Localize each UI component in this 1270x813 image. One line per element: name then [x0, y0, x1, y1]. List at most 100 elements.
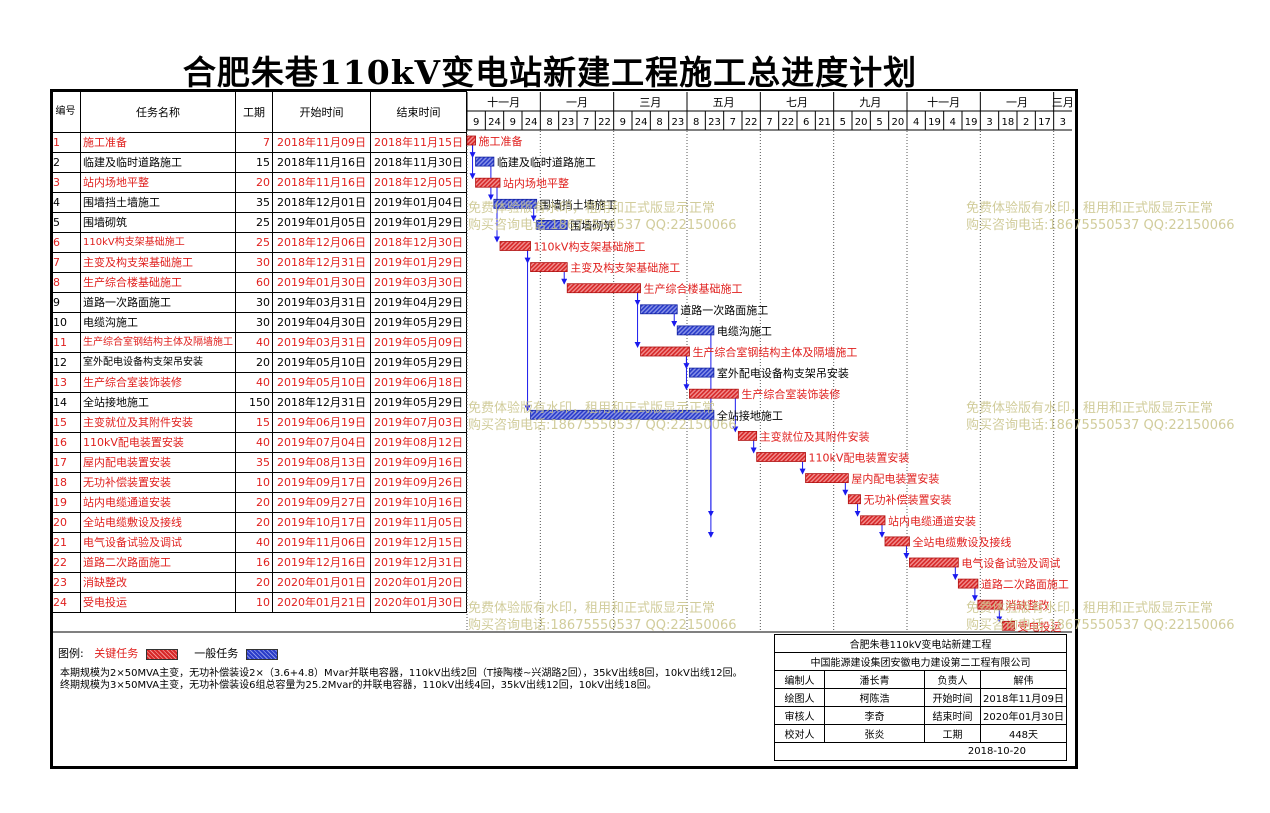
table-row: 14 全站接地施工 150 2018年12月31日 2019年05月29日: [50, 392, 467, 413]
week-tick-label: 8: [693, 117, 699, 128]
task-table: 编号 任务名称 工期 开始时间 结束时间 1 施工准备 7 2018年11月09日 20…: [50, 91, 467, 613]
normal-task-bar: [676, 325, 715, 336]
week-tick-label: 7: [730, 117, 736, 128]
month-label: 五月: [713, 96, 735, 109]
legend: 图例: 关键任务 一般任务: [58, 645, 284, 661]
critical-task-bar: [640, 346, 690, 357]
month-label: 三月: [639, 96, 661, 109]
critical-task-bar: [737, 430, 758, 441]
tb-label-leader: 负责人: [924, 670, 981, 689]
legend-title: 图例:: [58, 647, 84, 660]
week-tick-label: 19: [928, 117, 941, 128]
table-row: 12 室外配电设备构支架吊安装 20 2019年05月10日 2019年05月29日: [50, 352, 467, 373]
tb-label-start: 开始时间: [924, 688, 981, 707]
month-label: 七月: [786, 96, 808, 109]
task-bar-label: 全站电缆敷设及接线: [912, 535, 1011, 549]
task-bar-label: 受电投运: [1018, 619, 1062, 633]
week-tick-label: 3: [986, 117, 992, 128]
week-tick-label: 22: [745, 117, 758, 128]
task-bar-label: 无功补偿装置安装: [864, 493, 952, 507]
tb-label-end: 结束时间: [924, 706, 981, 725]
week-tick-label: 5: [840, 117, 846, 128]
week-tick-label: 24: [488, 117, 501, 128]
week-tick-label: 9: [473, 117, 479, 128]
tb-leader: 解伟: [980, 670, 1067, 689]
table-row: 9 道路一次路面施工 30 2019年03月31日 2019年04月29日: [50, 292, 467, 313]
tb-reviewer: 李奇: [824, 706, 925, 725]
week-tick-label: 7: [766, 117, 772, 128]
task-bar-label: 生产综合室装饰装修: [741, 387, 840, 401]
critical-task-bar: [1001, 620, 1015, 631]
task-bar-label: 围墙砌筑: [570, 218, 614, 232]
critical-task-bar: [689, 388, 739, 399]
task-bar-label: 消缺整改: [1005, 598, 1049, 612]
normal-task-bar: [475, 156, 495, 167]
title-block: 合肥朱巷110kV变电站新建工程 中国能源建设集团安徽电力建设第二工程有限公司 …: [774, 634, 1067, 761]
tb-label-compiler: 编制人: [774, 670, 825, 689]
table-header: 编号 任务名称 工期 开始时间 结束时间: [50, 91, 467, 133]
month-label: 十一月: [927, 95, 960, 109]
week-tick-label: 22: [598, 117, 611, 128]
table-row: 10 电缆沟施工 30 2019年04月30日 2019年05月29日: [50, 312, 467, 333]
legend-normal-label: 一般任务: [194, 647, 239, 660]
task-bar-label: 围墙挡土墙施工: [540, 197, 617, 211]
task-bar-label: 主变及构支架基础施工: [570, 261, 680, 275]
table-row: 18 无功补偿装置安装 10 2019年09月17日 2019年09月26日: [50, 472, 467, 493]
week-tick-label: 17: [1038, 117, 1051, 128]
task-end: 2020年01月30日: [370, 592, 467, 613]
tb-compiler: 潘长青: [824, 670, 925, 689]
normal-task-bar: [530, 409, 715, 420]
col-header-end: 结束时间: [370, 91, 467, 133]
col-header-name: 任务名称: [80, 91, 236, 133]
critical-task-bar: [466, 135, 476, 146]
month-label: 三月: [1052, 96, 1074, 109]
critical-task-bar: [499, 241, 531, 251]
month-label: 九月: [859, 96, 881, 109]
task-bar-label: 生产综合楼基础施工: [644, 282, 743, 296]
week-tick-label: 20: [891, 117, 904, 128]
task-bar-label: 道路二次路面施工: [981, 577, 1069, 591]
task-bar-label: 生产综合室钢结构主体及隔墙施工: [692, 345, 857, 359]
tb-label-drafter: 绘图人: [774, 688, 825, 707]
table-row: 4 围墙挡土墙施工 35 2018年12月01日 2019年01月04日: [50, 192, 467, 213]
tb-checker: 张炎: [824, 724, 925, 743]
normal-task-bar: [493, 198, 538, 209]
titleblock-company: 中国能源建设集团安徽电力建设第二工程有限公司: [774, 652, 1067, 671]
week-tick-label: 24: [635, 117, 648, 128]
table-row: 24 受电投运 10 2020年01月21日 2020年01月30日: [50, 592, 467, 613]
week-tick-label: 4: [950, 117, 956, 128]
task-bar-label: 屋内配电装置安装: [851, 472, 939, 486]
week-tick-label: 22: [781, 117, 794, 128]
col-header-start: 开始时间: [272, 91, 371, 133]
normal-task-bar: [640, 304, 678, 315]
task-bar-label: 110kV配电装置安装: [809, 451, 910, 465]
task-bar-label: 道路一次路面施工: [680, 303, 768, 317]
normal-task-bar: [536, 219, 568, 230]
critical-task-bar: [530, 262, 568, 273]
legend-critical-label: 关键任务: [94, 647, 139, 660]
week-tick-label: 20: [855, 117, 868, 128]
tb-duration: 448天: [980, 724, 1067, 743]
week-tick-label: 23: [671, 117, 684, 128]
table-row: 3 站内场地平整 20 2018年11月16日 2018年12月05日: [50, 172, 467, 193]
week-tick-label: 23: [561, 117, 574, 128]
legend-critical-swatch: [145, 648, 178, 660]
table-row: 15 主变就位及其附件安装 15 2019年06月19日 2019年07月03日: [50, 412, 467, 433]
critical-task-bar: [805, 473, 849, 484]
month-label: 一月: [566, 96, 588, 109]
table-row: 21 电气设备试验及调试 40 2019年11月06日 2019年12月15日: [50, 532, 467, 553]
table-row: 6 110kV构支架基础施工 25 2018年12月06日 2018年12月30日: [50, 232, 467, 253]
critical-task-bar: [566, 283, 641, 294]
table-row: 13 生产综合室装饰装修 40 2019年05月10日 2019年06月18日: [50, 372, 467, 393]
week-tick-label: 23: [708, 117, 721, 128]
page-title: 合肥朱巷110kV变电站新建工程施工总进度计划: [182, 53, 918, 92]
critical-task-bar: [756, 452, 806, 462]
critical-task-bar: [860, 515, 886, 526]
table-row: 19 站内电缆通道安装 20 2019年09月27日 2019年10月16日: [50, 492, 467, 513]
task-bar-label: 全站接地施工: [717, 408, 783, 422]
task-bar-label: 站内电缆通道安装: [888, 514, 976, 528]
task-bar-label: 电气设备试验及调试: [961, 556, 1060, 570]
note-current-scale: 本期规模为2×50MVA主变，无功补偿装设2×（3.6+4.8）Mvar并联电容…: [60, 668, 743, 679]
table-row: 2 临建及临时道路施工 15 2018年11月16日 2018年11月30日: [50, 152, 467, 173]
week-tick-label: 19: [965, 117, 978, 128]
